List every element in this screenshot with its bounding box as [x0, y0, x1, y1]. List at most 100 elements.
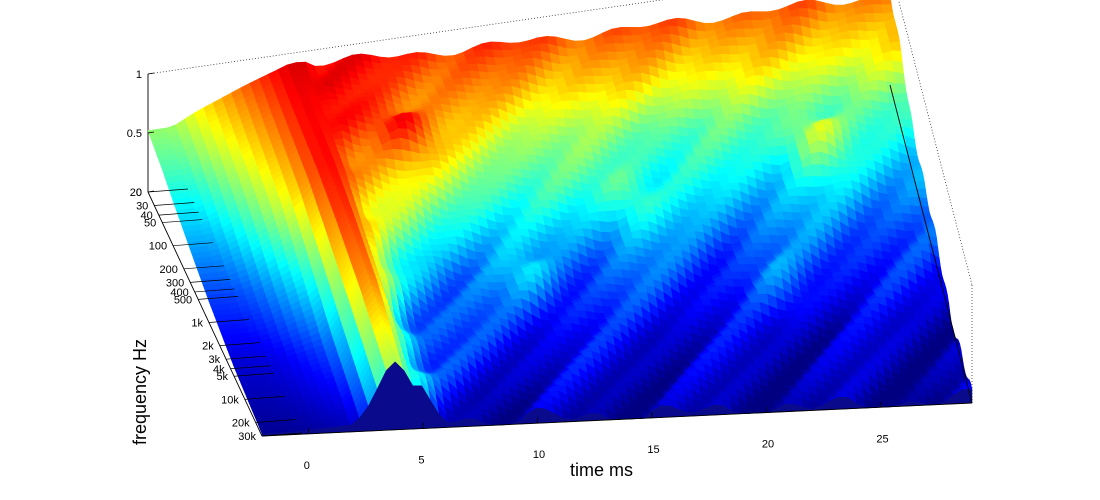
surface-patch [937, 339, 949, 347]
surface-patch [803, 175, 816, 188]
surface-patch [622, 35, 634, 45]
surface-patch [901, 373, 913, 381]
surface-patch [709, 134, 722, 143]
surface-patch [856, 21, 869, 32]
surface-patch [871, 0, 883, 6]
surface-patch [872, 4, 884, 15]
surface-patch [565, 38, 577, 50]
surface-patch [850, 38, 862, 50]
surface-patch [782, 24, 795, 34]
surface-patch [896, 389, 908, 397]
surface-patch [775, 136, 787, 148]
y-tick-label: 20k [232, 417, 250, 429]
y-tick-label: 10k [221, 394, 239, 406]
surface-patch [694, 20, 707, 33]
x-tick-label: 25 [876, 433, 888, 445]
box-edge [898, 0, 973, 286]
surface-patch [733, 20, 745, 30]
y-tick-label: 2k [202, 341, 214, 353]
surface-patch [880, 396, 892, 403]
surface-plot [147, 0, 973, 437]
surface-patch [659, 125, 671, 135]
surface-patch [805, 186, 817, 197]
surface-patch [848, 166, 860, 175]
surface-patch [734, 28, 747, 38]
surface-patch [744, 28, 756, 38]
surface-patch [914, 357, 926, 364]
surface-patch [795, 100, 808, 110]
surface-patch [929, 345, 941, 353]
surface-patch [865, 21, 878, 32]
y-tick-label: 5k [216, 371, 228, 383]
surface-patch [767, 146, 780, 157]
surface-patch [719, 45, 731, 55]
surface-patch [781, 203, 793, 213]
surface-patch [722, 62, 734, 73]
x-tick-label: 5 [418, 455, 424, 467]
surface-patch [889, 41, 902, 52]
surface-patch [667, 17, 679, 27]
surface-patch [773, 211, 785, 221]
x-axis-label: time ms [570, 460, 633, 480]
surface-patch [791, 369, 803, 377]
surface-patch [848, 30, 861, 41]
y-tick-label: 200 [160, 264, 178, 276]
surface-patch [674, 107, 687, 119]
surface-patch [788, 195, 800, 206]
z-tick-mark [147, 72, 155, 75]
surface-patch [682, 98, 694, 110]
surface-patch [916, 362, 928, 369]
surface-patch [841, 38, 853, 49]
surface-patch [834, 55, 846, 68]
surface-patch [696, 70, 708, 81]
surface-patch [697, 79, 710, 91]
surface-patch [894, 384, 906, 392]
surface-patch [825, 55, 837, 67]
surface-patch [873, 13, 886, 24]
x-tick-label: 20 [762, 439, 774, 451]
surface-patch [907, 362, 919, 370]
surface-patch [612, 35, 625, 45]
surface-patch [789, 114, 801, 122]
surface-patch [752, 242, 764, 251]
surface-patch [824, 2, 837, 15]
surface-patch [811, 164, 823, 178]
surface-patch [751, 19, 764, 30]
surface-patch [881, 401, 893, 408]
surface-patch [582, 67, 594, 77]
surface-patch [750, 11, 762, 21]
surface-patch [758, 146, 770, 156]
surface-patch [741, 11, 753, 21]
surface-patch [909, 373, 921, 380]
surface-patch [881, 0, 892, 6]
surface-patch [902, 379, 914, 386]
surface-patch [863, 4, 875, 14]
surface-patch [847, 21, 859, 32]
surface-patch [629, 26, 642, 37]
surface-patch [851, 48, 864, 59]
surface-patch [858, 30, 870, 41]
surface-patch [875, 70, 887, 82]
surface-patch [908, 368, 920, 375]
surface-patch [727, 36, 739, 47]
surface-patch [804, 353, 816, 360]
surface-patch [711, 53, 724, 64]
surface-patch [833, 47, 845, 58]
surface-patch [864, 13, 876, 24]
surface-patch [810, 151, 822, 165]
surface-patch [810, 28, 822, 39]
surface-patch [826, 12, 838, 23]
surface-patch [750, 154, 763, 164]
surface-patch [922, 351, 934, 358]
surface-patch [796, 186, 808, 197]
surface-patch [935, 334, 947, 341]
surface-patch [867, 79, 880, 92]
y-tick-label: 100 [149, 241, 167, 253]
surface-patch [886, 385, 898, 392]
y-tick-label: 1k [191, 318, 203, 330]
surface-patch [599, 59, 611, 69]
surface-patch [809, 74, 822, 85]
surface-patch [731, 103, 743, 115]
y-tick-label: 30k [238, 431, 256, 443]
